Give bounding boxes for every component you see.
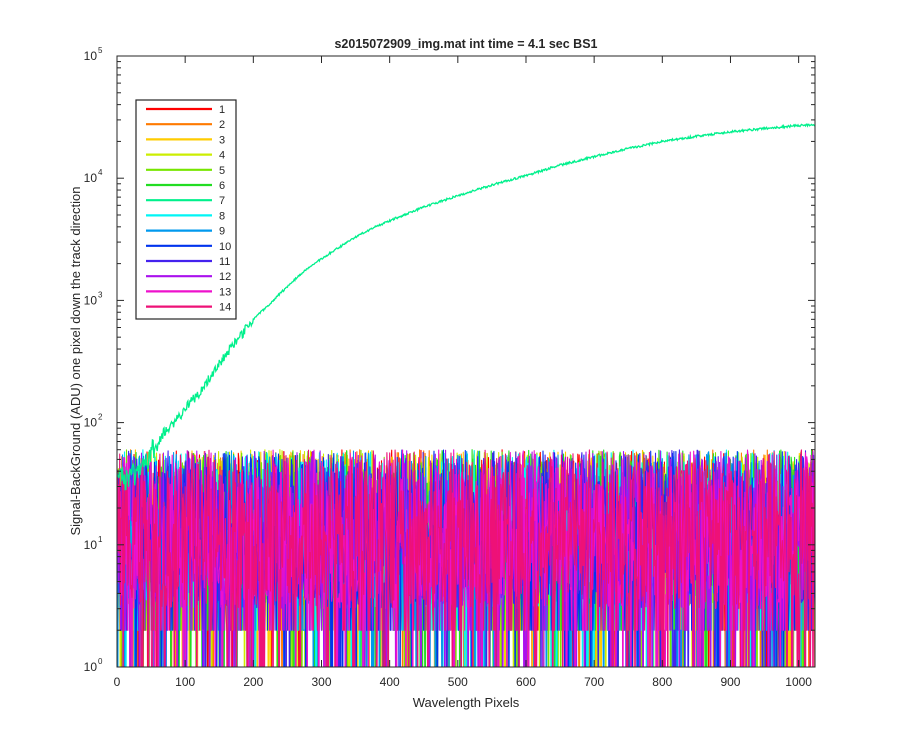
legend-label-13: 13: [219, 286, 231, 298]
y-tick-exponent: 1: [98, 535, 103, 544]
legend-label-11: 11: [219, 256, 230, 268]
x-tick-label: 1000: [785, 675, 812, 689]
legend-label-5: 5: [219, 165, 225, 177]
legend-label-12: 12: [219, 271, 231, 283]
x-tick-label: 800: [652, 675, 672, 689]
y-tick-label: 10: [84, 171, 98, 185]
y-tick-label: 10: [84, 293, 98, 307]
x-axis-label: Wavelength Pixels: [413, 695, 520, 710]
legend-box: [135, 99, 237, 320]
x-tick-label: 400: [380, 675, 400, 689]
chart-title: s2015072909_img.mat int time = 4.1 sec B…: [334, 37, 597, 51]
y-tick-label: 10: [84, 660, 98, 674]
legend-label-8: 8: [219, 210, 225, 222]
y-axis-label: Signal-BackGround (ADU) one pixel down t…: [68, 186, 83, 535]
legend-label-1: 1: [219, 104, 225, 116]
legend-label-7: 7: [219, 195, 225, 207]
plot-frame: [116, 55, 816, 668]
x-tick-label: 200: [243, 675, 263, 689]
y-tick-exponent: 5: [98, 46, 103, 55]
x-tick-label: 500: [448, 675, 468, 689]
y-tick-label: 10: [84, 416, 98, 430]
x-tick-label: 700: [584, 675, 604, 689]
y-tick-label: 10: [84, 49, 98, 63]
series-layer: [117, 123, 815, 667]
legend-label-2: 2: [219, 119, 225, 131]
x-tick-label: 300: [311, 675, 331, 689]
y-tick-label: 10: [84, 538, 98, 552]
legend-label-14: 14: [219, 302, 231, 314]
x-tick-label: 900: [720, 675, 740, 689]
legend-label-6: 6: [219, 180, 225, 192]
x-tick-label: 600: [516, 675, 536, 689]
legend-label-3: 3: [219, 134, 225, 146]
legend-label-9: 9: [219, 226, 225, 238]
legend-label-10: 10: [219, 241, 231, 253]
series-line-7: [117, 123, 815, 491]
y-tick-exponent: 4: [98, 168, 103, 177]
x-tick-label: 100: [175, 675, 195, 689]
y-tick-exponent: 0: [98, 657, 103, 666]
series-line-14: [117, 449, 815, 667]
y-tick-exponent: 3: [98, 290, 103, 299]
y-tick-exponent: 2: [98, 413, 103, 422]
x-tick-label: 0: [114, 675, 121, 689]
legend-label-4: 4: [219, 150, 225, 162]
